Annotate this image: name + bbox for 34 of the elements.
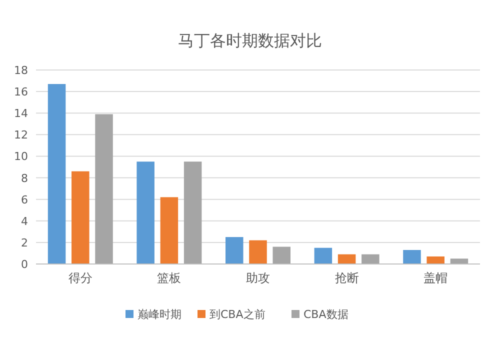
legend-label: 巅峰时期 xyxy=(138,308,182,321)
y-tick-label: 0 xyxy=(21,258,28,271)
bar xyxy=(136,162,154,264)
bar xyxy=(226,237,244,264)
bar xyxy=(426,256,444,264)
bar xyxy=(362,254,380,264)
x-tick-label: 篮板 xyxy=(157,271,182,285)
bar xyxy=(338,254,356,264)
x-tick-label: 盖帽 xyxy=(424,271,448,285)
y-tick-label: 4 xyxy=(21,214,28,228)
y-tick-label: 14 xyxy=(14,107,28,120)
legend-label: CBA数据 xyxy=(304,308,348,321)
bar xyxy=(450,258,468,264)
y-tick-label: 12 xyxy=(14,128,28,142)
y-tick-label: 8 xyxy=(21,172,28,185)
y-tick-label: 10 xyxy=(14,150,28,164)
bar xyxy=(184,162,202,264)
bar xyxy=(160,197,178,264)
y-tick-label: 2 xyxy=(21,236,28,250)
x-tick-label: 得分 xyxy=(68,271,92,285)
y-tick-label: 16 xyxy=(14,86,28,99)
bar xyxy=(48,84,66,264)
x-tick-label: 助攻 xyxy=(246,271,270,285)
y-tick-label: 18 xyxy=(14,64,28,77)
bar xyxy=(403,250,421,264)
bar xyxy=(314,248,332,264)
y-tick-label: 6 xyxy=(21,193,28,206)
bar xyxy=(72,171,90,264)
bar xyxy=(95,114,113,264)
x-tick-label: 抢断 xyxy=(334,271,359,285)
bar xyxy=(272,246,290,264)
chart-title: 马丁各时期数据对比 xyxy=(178,31,322,50)
bar xyxy=(249,240,267,264)
legend-label: 到CBA之前 xyxy=(210,308,266,321)
